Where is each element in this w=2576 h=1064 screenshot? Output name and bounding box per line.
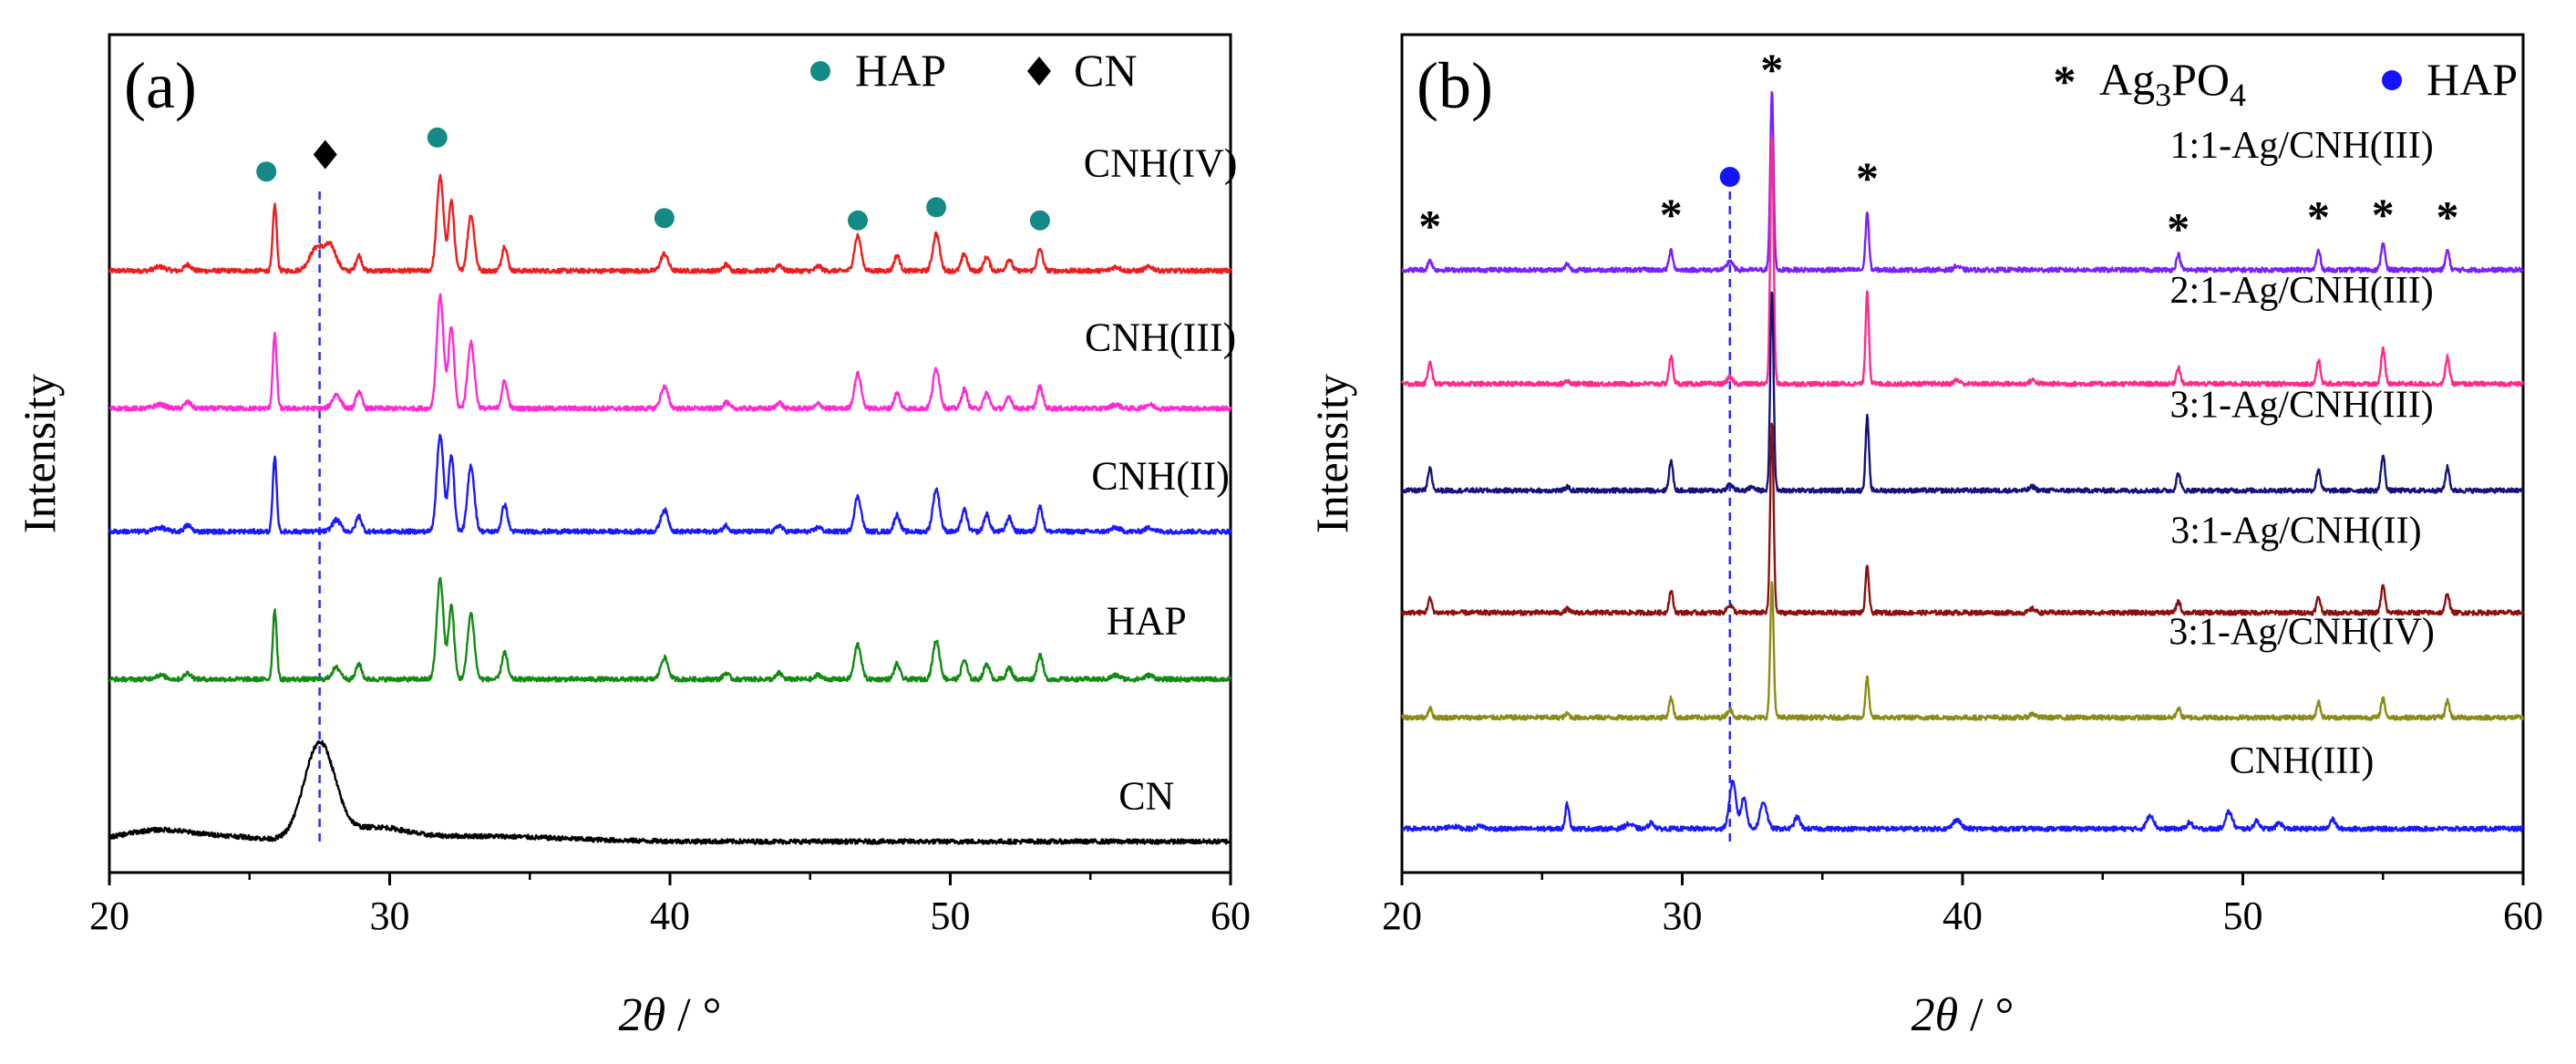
x-tick-label: 50 [931,894,971,938]
series-line [108,433,1232,535]
series-label: HAP [1107,599,1187,644]
series-label: CNH(III) [1085,315,1236,359]
dot-peak-marker [1719,167,1740,187]
series-line [108,293,1232,412]
series-line [1401,90,2525,274]
legend-diamond-marker [1027,57,1051,86]
series-label: CNH(IV) [1084,140,1238,185]
x-tick-label: 60 [2503,894,2543,938]
x-tick-label: 30 [370,894,410,938]
dot-peak-marker [848,210,869,231]
series-label: 2:1-Ag/CNH(III) [2169,270,2433,312]
x-tick-label: 30 [1663,894,1703,938]
star-peak-marker: * [2307,191,2330,243]
series-line [1401,780,2524,832]
x-tick-label: 40 [650,894,690,938]
series-line [1400,581,2525,721]
diamond-peak-marker [313,139,337,170]
star-peak-marker: * [2167,202,2190,253]
series-line [1400,136,2525,387]
panel-label: (b) [1417,49,1493,122]
series-label: 1:1-Ag/CNH(III) [2169,125,2433,167]
panel-b-chart: 20 30 40 50 60 2θ / ° Intensity (b) 1:1-Ag/CNH(I… [1306,33,2543,1041]
star-peak-marker: * [2372,189,2395,240]
x-tick-label: 40 [1942,894,1983,938]
legend-label: HAP [855,45,946,96]
y-axis-label: Intensity [1306,374,1357,533]
x-tick-label: 60 [1211,894,1251,938]
star-peak-marker: * [1418,201,1441,252]
series-label: CNH(III) [2230,740,2375,782]
star-peak-marker: * [1856,152,1879,203]
series-label: CN [1118,773,1174,818]
plot-frame [108,33,1232,874]
dot-peak-marker [1029,210,1050,231]
series-label: 3:1-Ag/CNH(III) [2169,384,2433,426]
series-line [108,173,1232,274]
legend-label: CN [1074,45,1137,96]
series-line [1401,291,2524,494]
dot-peak-marker [926,197,947,218]
x-tick-label: 50 [2223,894,2263,938]
series-label: 3:1-Ag/CNH(IV) [2169,611,2435,653]
panel-a-chart: 20 30 40 50 60 2θ / ° Intensity (a) CNH(IV) CNH(I… [14,33,1251,1041]
x-axis-label: 2θ / ° [619,989,722,1041]
series-line [108,739,1232,845]
panel-label: (a) [124,49,197,122]
x-tick-label: 20 [89,894,129,938]
star-peak-marker: * [1660,189,1683,240]
series-label: CNH(II) [1091,453,1230,498]
series-line [108,576,1232,683]
dot-peak-marker [427,127,448,148]
star-peak-marker: * [2436,191,2458,243]
x-tick-label: 20 [1382,894,1422,938]
legend-label: HAP [2427,54,2518,105]
legend-dot-marker [2382,70,2402,90]
star-peak-marker: * [1760,44,1783,95]
legend-label: Ag3PO4 [2099,54,2246,113]
y-axis-label: Intensity [14,374,65,533]
series-line [1400,422,2525,616]
series-label: 3:1-Ag/CNH(II) [2170,511,2421,553]
legend-dot-marker [810,61,830,81]
dot-peak-marker [256,161,277,182]
x-axis-label: 2θ / ° [1911,989,2014,1041]
legend-star-marker: * [2054,56,2076,107]
dot-peak-marker [654,208,675,229]
